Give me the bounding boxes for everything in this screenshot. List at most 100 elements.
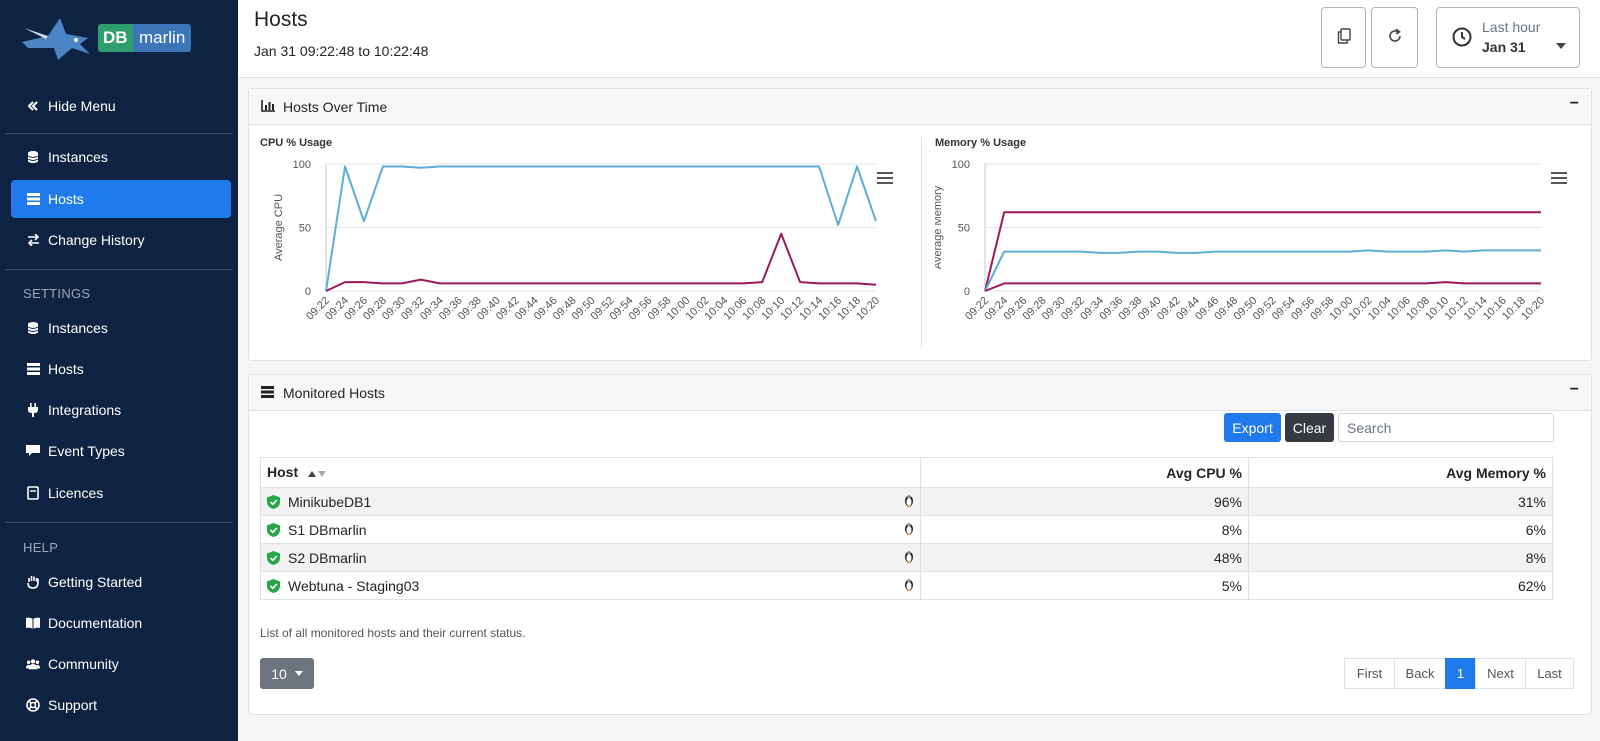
- memory-chart-menu-icon[interactable]: [1551, 172, 1567, 184]
- sidebar-item-getting-started[interactable]: Getting Started: [11, 563, 231, 601]
- hide-menu-button[interactable]: Hide Menu: [11, 87, 231, 125]
- y-axis-label: Average CPU: [273, 194, 285, 261]
- caret-down-icon: [1556, 36, 1566, 52]
- clear-button[interactable]: Clear: [1285, 413, 1334, 442]
- sidebar-item-change-history[interactable]: Change History: [11, 221, 231, 259]
- status-shield-icon: [267, 522, 280, 537]
- hosts-table: Host Avg CPU % Avg Memory % MinikubeDB1 9…: [260, 457, 1553, 600]
- table-row[interactable]: Webtuna - Staging03 5% 62%: [260, 571, 1553, 600]
- host-cell[interactable]: MinikubeDB1: [260, 487, 921, 516]
- avg-memory-cell: 62%: [1248, 571, 1553, 600]
- nav-divider: [5, 522, 233, 523]
- sidebar: DB marlin Hide Menu Instances Hosts Chan…: [0, 0, 238, 741]
- sidebar-item-event-types[interactable]: Event Types: [11, 432, 231, 470]
- sidebar-item-integrations[interactable]: Integrations: [11, 391, 231, 429]
- avg-memory-column-header[interactable]: Avg Memory %: [1248, 457, 1553, 488]
- sidebar-item-instances[interactable]: Instances: [11, 138, 231, 176]
- search-input[interactable]: [1338, 413, 1554, 442]
- sidebar-item-support[interactable]: Support: [11, 686, 231, 724]
- time-date-label: Jan 31: [1482, 39, 1526, 55]
- page-title: Hosts: [254, 8, 308, 31]
- status-shield-icon: [267, 550, 280, 565]
- y-tick-label: 0: [305, 286, 311, 298]
- sidebar-item-licences[interactable]: Licences: [11, 474, 231, 512]
- page-back-button[interactable]: Back: [1394, 658, 1446, 689]
- host-cell[interactable]: S2 DBmarlin: [260, 543, 921, 572]
- double-chevron-left-icon: [26, 99, 40, 113]
- sidebar-item-label: Instances: [48, 149, 108, 165]
- avg-memory-cell: 8%: [1248, 543, 1553, 572]
- sidebar-item-label: Licences: [48, 485, 104, 501]
- avg-cpu-cell: 8%: [920, 515, 1249, 544]
- host-cell[interactable]: Webtuna - Staging03: [260, 571, 921, 600]
- logo-marlin-text: marlin: [133, 24, 192, 52]
- database-icon: [26, 150, 40, 164]
- avg-cpu-cell: 96%: [920, 487, 1249, 516]
- avg-cpu-cell: 5%: [920, 571, 1249, 600]
- refresh-icon: [1387, 28, 1403, 47]
- export-button[interactable]: Export: [1224, 413, 1281, 442]
- avg-cpu-cell: 48%: [920, 543, 1249, 572]
- sidebar-item-label: Event Types: [48, 443, 125, 459]
- status-shield-icon: [267, 578, 280, 593]
- copy-icon: [1337, 28, 1351, 47]
- page-next-button[interactable]: Next: [1475, 658, 1526, 689]
- server-icon: [261, 385, 275, 400]
- card-title: Monitored Hosts: [283, 384, 385, 401]
- sidebar-item-documentation[interactable]: Documentation: [11, 604, 231, 642]
- arrows-exchange-icon: [26, 233, 40, 247]
- cpu-chart-menu-icon[interactable]: [877, 172, 893, 184]
- series-line-1: [325, 232, 877, 292]
- avg-memory-cell: 31%: [1248, 487, 1553, 516]
- collapse-button[interactable]: −: [1569, 95, 1579, 112]
- time-range-selector[interactable]: Last hour Jan 31: [1436, 7, 1580, 68]
- chart-divider: [921, 137, 922, 348]
- card-title: Hosts Over Time: [283, 98, 388, 115]
- host-column-header[interactable]: Host: [260, 457, 921, 488]
- series-line-0: [325, 165, 877, 292]
- sidebar-item-label: Integrations: [48, 402, 122, 418]
- table-header-row: Host Avg CPU % Avg Memory %: [260, 457, 1553, 488]
- sidebar-item-settings-instances[interactable]: Instances: [11, 309, 231, 347]
- avg-cpu-column-header[interactable]: Avg CPU %: [920, 457, 1249, 488]
- page-current-button[interactable]: 1: [1445, 658, 1476, 689]
- flag-icon: [26, 444, 40, 458]
- dbmarlin-logo[interactable]: DB marlin: [18, 8, 208, 70]
- host-cell[interactable]: S1 DBmarlin: [260, 515, 921, 544]
- lifebuoy-icon: [26, 698, 40, 712]
- sidebar-item-label: Hosts: [48, 361, 84, 377]
- table-row[interactable]: S2 DBmarlin 48% 8%: [260, 543, 1553, 572]
- sidebar-item-community[interactable]: Community: [11, 645, 231, 683]
- plug-icon: [26, 403, 40, 417]
- y-tick-label: 100: [293, 159, 311, 171]
- host-name: S2 DBmarlin: [288, 549, 367, 566]
- status-shield-icon: [267, 494, 280, 509]
- time-preset-label: Last hour: [1482, 19, 1541, 35]
- hand-icon: [26, 575, 40, 589]
- table-caption: List of all monitored hosts and their cu…: [260, 626, 526, 640]
- collapse-button[interactable]: −: [1569, 381, 1579, 398]
- table-row[interactable]: MinikubeDB1 96% 31%: [260, 487, 1553, 516]
- page-size-dropdown[interactable]: 10: [260, 658, 314, 689]
- page-last-button[interactable]: Last: [1525, 658, 1574, 689]
- clock-icon: [1452, 27, 1472, 50]
- marlin-fish-icon: [22, 18, 90, 60]
- sidebar-item-label: Change History: [48, 232, 145, 248]
- hosts-over-time-header[interactable]: Hosts Over Time −: [249, 89, 1591, 125]
- table-row[interactable]: S1 DBmarlin 8% 6%: [260, 515, 1553, 544]
- sidebar-item-label: Hosts: [48, 191, 84, 207]
- copy-link-button[interactable]: [1321, 7, 1366, 68]
- sidebar-item-settings-hosts[interactable]: Hosts: [11, 350, 231, 388]
- refresh-button[interactable]: [1371, 7, 1418, 68]
- sidebar-item-label: Community: [48, 656, 119, 672]
- settings-heading: SETTINGS: [23, 286, 91, 301]
- monitored-hosts-header[interactable]: Monitored Hosts −: [249, 375, 1591, 411]
- sidebar-item-hosts[interactable]: Hosts: [11, 180, 231, 218]
- y-tick-label: 50: [958, 223, 970, 235]
- page-first-button[interactable]: First: [1344, 658, 1395, 689]
- pagination: First Back 1 Next Last: [1344, 658, 1574, 689]
- column-label: Host: [267, 463, 299, 480]
- linux-penguin-icon: [904, 578, 914, 594]
